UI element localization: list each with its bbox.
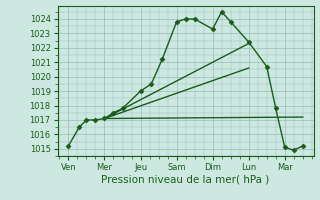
X-axis label: Pression niveau de la mer( hPa ): Pression niveau de la mer( hPa ) xyxy=(101,175,270,185)
